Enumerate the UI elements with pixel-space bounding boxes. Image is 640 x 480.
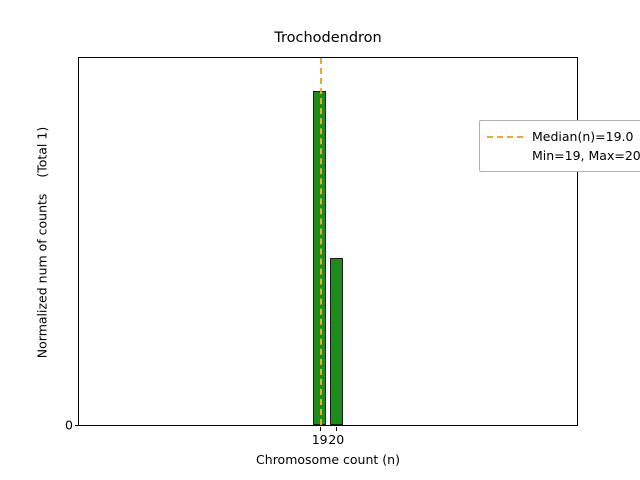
- xtick-label-19: 19: [311, 432, 328, 447]
- median-line: [319, 58, 322, 425]
- legend[interactable]: Median(n)=19.0 Min=19, Max=20: [479, 120, 640, 172]
- ytick-mark-0: [75, 425, 79, 426]
- legend-row-median: Median(n)=19.0: [487, 127, 640, 146]
- dashed-line-icon: [487, 130, 523, 144]
- xtick-mark-20: [336, 427, 338, 431]
- ytick-label-0: 0: [65, 417, 73, 433]
- legend-row-minmax: Min=19, Max=20: [487, 146, 640, 165]
- chart-title: Trochodendron: [274, 30, 382, 46]
- plot-area: 19 20 0 Median(n)=19.0 Min=19, Max=20: [65, 57, 640, 447]
- bar-20[interactable]: [329, 258, 343, 425]
- y-axis-label: Normalized num of counts (Total 1): [34, 126, 50, 359]
- x-axis-label: Chromosome count (n): [256, 452, 400, 467]
- legend-label-minmax: Min=19, Max=20: [532, 148, 640, 163]
- xtick-mark-19: [319, 427, 321, 431]
- legend-label-median: Median(n)=19.0: [532, 129, 634, 144]
- bar-19[interactable]: [313, 90, 327, 425]
- legend-spacer: [487, 149, 523, 163]
- xtick-label-20: 20: [328, 432, 345, 447]
